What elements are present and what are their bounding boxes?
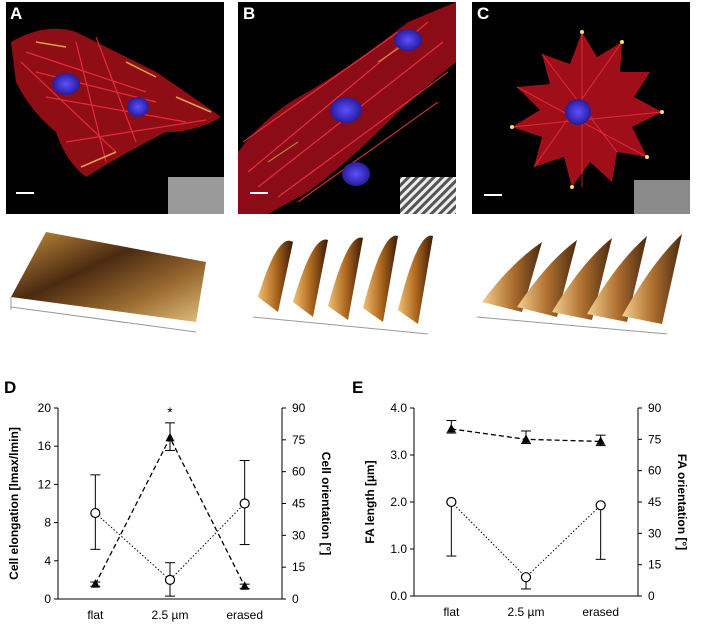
y-axis-title-left: FA length [µm]: [363, 460, 377, 543]
series-line-left: [450, 501, 602, 578]
right-tick-label: 60: [648, 464, 662, 478]
right-tick-label: 15: [292, 560, 306, 574]
right-tick-label: 60: [292, 465, 306, 479]
data-point-triangle: [596, 436, 606, 445]
left-tick-label: 3.0: [390, 448, 407, 462]
panel-letter-d: D: [4, 378, 17, 397]
data-point-circle: [520, 572, 532, 583]
panel-letter-e: E: [352, 378, 364, 397]
left-tick-label: 1.0: [390, 542, 407, 556]
x-tick-label: 2.5 µm: [152, 608, 189, 622]
left-tick-label: 16: [38, 439, 52, 453]
right-tick-label: 45: [292, 497, 306, 511]
y-axis-title-left: Cell elongation [lmax/lmin]: [7, 427, 21, 580]
left-tick-label: 8: [44, 516, 51, 530]
panel-letter-b: B: [243, 4, 256, 23]
left-tick-label: 12: [38, 477, 52, 491]
left-tick-label: 2.0: [390, 495, 407, 509]
left-tick-label: 0: [44, 592, 51, 606]
data-point-circle: [595, 500, 606, 511]
afm-topography-flat: [6, 222, 224, 340]
data-point-triangle: [90, 579, 100, 588]
data-point-circle: [446, 496, 457, 508]
x-tick-label: 2.5 µm: [508, 605, 545, 619]
data-point-triangle: [165, 432, 175, 442]
left-tick-label: 4: [44, 554, 51, 568]
panel-letter-c: C: [477, 4, 490, 23]
x-tick-label: flat: [443, 605, 460, 619]
panel-letter-a: A: [10, 4, 23, 23]
data-point-circle: [90, 507, 101, 519]
right-tick-label: 45: [648, 495, 662, 509]
right-tick-label: 0: [648, 589, 655, 603]
afm-topography-erased: [472, 222, 690, 340]
data-point-circle: [239, 498, 250, 509]
x-tick-label: erased: [582, 605, 619, 619]
micrograph-a: [6, 2, 224, 214]
right-tick-label: 0: [292, 592, 299, 606]
y-axis-title-right: FA orientation [°]: [675, 454, 689, 550]
right-tick-label: 30: [292, 528, 306, 542]
left-tick-label: 20: [38, 401, 52, 415]
right-tick-label: 15: [648, 558, 662, 572]
x-tick-label: flat: [87, 608, 104, 622]
data-point-triangle: [240, 581, 250, 590]
right-tick-label: 30: [648, 526, 662, 540]
data-point-circle: [164, 574, 176, 585]
right-tick-label: 75: [292, 433, 306, 447]
y-axis-title-right: Cell orientation [°]: [319, 452, 333, 555]
chart-d: 0 4 8 12 16 20 0 15 30 45 60 75 90 flat 2.5 µm erased Ce…: [0, 392, 346, 631]
data-point-triangle: [521, 434, 531, 443]
right-tick-label: 90: [292, 401, 306, 415]
micrograph-c: [472, 2, 690, 214]
x-tick-label: erased: [226, 608, 263, 622]
data-point-triangle: [446, 423, 456, 433]
significance-asterisk: *: [167, 404, 173, 420]
afm-topography-wrinkled: [238, 222, 456, 340]
chart-e: 0.0 1.0 2.0 3.0 4.0 0 15 30 45 60 75 90 flat 2.5 µm er…: [346, 392, 702, 631]
micrograph-b: [238, 2, 456, 214]
left-tick-label: 0.0: [390, 589, 407, 603]
left-tick-label: 4.0: [390, 401, 407, 415]
right-tick-label: 90: [648, 401, 662, 415]
right-tick-label: 75: [648, 432, 662, 446]
